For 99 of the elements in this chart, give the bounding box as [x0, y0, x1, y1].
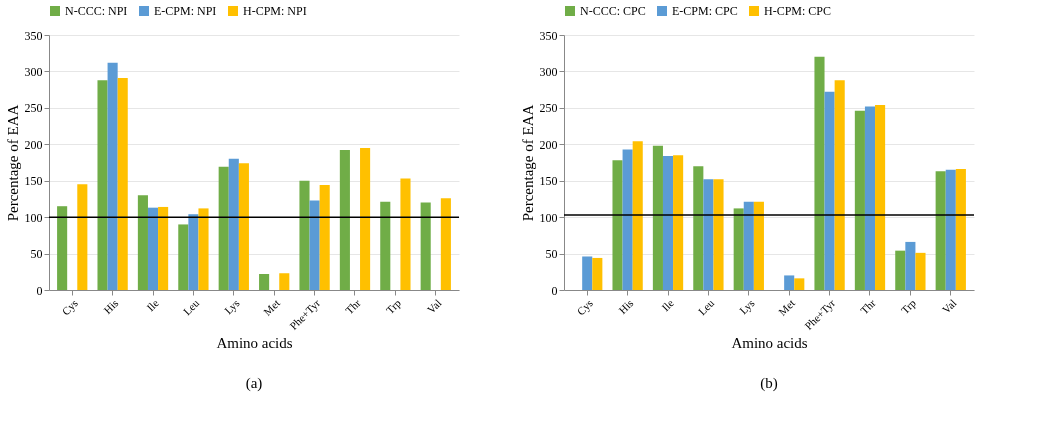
x-tick-label: Thr: [343, 296, 363, 317]
legend-label: E-CPM: NPI: [154, 4, 217, 18]
bar: [743, 201, 754, 290]
legend-label: H-CPM: CPC: [764, 4, 832, 18]
bar: [632, 141, 643, 290]
x-tick-label: Cys: [574, 296, 595, 318]
y-tick-label: 0: [551, 283, 558, 298]
x-axis-title: Amino acids: [731, 335, 808, 352]
bar: [703, 179, 714, 290]
text: (a): [245, 374, 263, 392]
bar: [915, 252, 926, 290]
bar: [117, 77, 128, 290]
bar: [178, 224, 189, 290]
bar: [400, 178, 411, 290]
bar: [238, 163, 249, 290]
x-tick-label: Val: [424, 296, 444, 316]
x-tick-label: Leu: [695, 296, 717, 318]
bar: [834, 80, 845, 290]
y-tick-label: 300: [24, 64, 43, 79]
bar: [693, 166, 704, 290]
bar: [753, 201, 764, 290]
x-tick-label: Ile: [144, 296, 161, 314]
bar: [935, 171, 946, 290]
bar: [107, 62, 118, 290]
x-tick-label: Lys: [221, 296, 242, 317]
bar: [198, 208, 209, 290]
x-tick-label: Trp: [383, 296, 404, 317]
y-tick-label: 350: [24, 28, 43, 43]
y-tick-label: 350: [539, 28, 558, 43]
y-tick-label: 150: [24, 174, 43, 189]
x-tick-label: Val: [939, 296, 959, 316]
bar: [188, 214, 199, 290]
bar: [652, 145, 663, 290]
x-tick-label: His: [616, 296, 636, 317]
bar: [955, 169, 966, 290]
x-tick-label: Thr: [858, 296, 878, 317]
bar: [57, 206, 68, 290]
bar: [875, 104, 886, 290]
bar: [137, 195, 148, 290]
bar: [713, 179, 724, 290]
bar: [733, 208, 744, 290]
y-axis-title: Percentage of EAA: [4, 104, 21, 222]
x-tick-label: Met: [775, 296, 797, 318]
bar: [824, 91, 835, 290]
bar: [662, 155, 674, 290]
y-tick-label: 0: [36, 283, 43, 298]
bar: [319, 185, 330, 290]
bar: [228, 158, 239, 290]
legend-label: E-CPM: CPC: [672, 4, 738, 18]
bar: [440, 198, 451, 290]
bar: [218, 166, 229, 290]
bar: [864, 106, 876, 290]
bar: [309, 200, 320, 290]
x-tick-label: His: [101, 296, 121, 317]
x-axis-title: Amino acids: [216, 335, 293, 352]
y-tick-label: 200: [24, 137, 43, 152]
bar: [622, 149, 633, 290]
bar: [77, 184, 88, 290]
bar: [147, 207, 159, 290]
y-tick-label: 100: [539, 210, 558, 225]
legend-label: N-CCC: NPI: [65, 4, 128, 18]
bar: [794, 278, 805, 290]
y-tick-label: 300: [539, 64, 558, 79]
bar: [905, 241, 916, 290]
x-tick-label: Ile: [659, 296, 676, 314]
x-tick-label: Lys: [736, 296, 757, 317]
bar: [360, 147, 371, 290]
bar: [814, 56, 825, 290]
y-tick-label: 100: [24, 210, 43, 225]
bar: [582, 256, 593, 290]
bar: [339, 150, 350, 290]
bar: [945, 169, 956, 290]
bar: [612, 160, 623, 290]
text: (b): [760, 374, 778, 392]
x-tick-label: Cys: [59, 296, 80, 318]
bar: [158, 206, 169, 290]
bar: [97, 80, 108, 290]
bar: [380, 201, 391, 290]
y-axis-title: Percentage of EAA: [519, 104, 536, 222]
bar: [279, 273, 290, 290]
y-tick-label: 50: [30, 247, 43, 262]
legend-label: N-CCC: CPC: [580, 4, 646, 18]
x-tick-label: Trp: [898, 296, 919, 317]
bar: [259, 273, 270, 290]
bar: [784, 275, 795, 290]
y-tick-label: 250: [24, 101, 43, 116]
bar: [420, 202, 431, 290]
y-tick-label: 150: [539, 174, 558, 189]
x-tick-label: Met: [260, 296, 282, 318]
legend-label: H-CPM: NPI: [243, 4, 307, 18]
y-tick-label: 250: [539, 101, 558, 116]
bar: [592, 257, 603, 290]
y-tick-label: 200: [539, 137, 558, 152]
y-tick-label: 50: [545, 247, 558, 262]
bar: [854, 110, 865, 290]
bar: [673, 155, 684, 290]
bar: [895, 250, 906, 290]
bar: [299, 180, 310, 290]
x-tick-label: Leu: [180, 296, 202, 318]
